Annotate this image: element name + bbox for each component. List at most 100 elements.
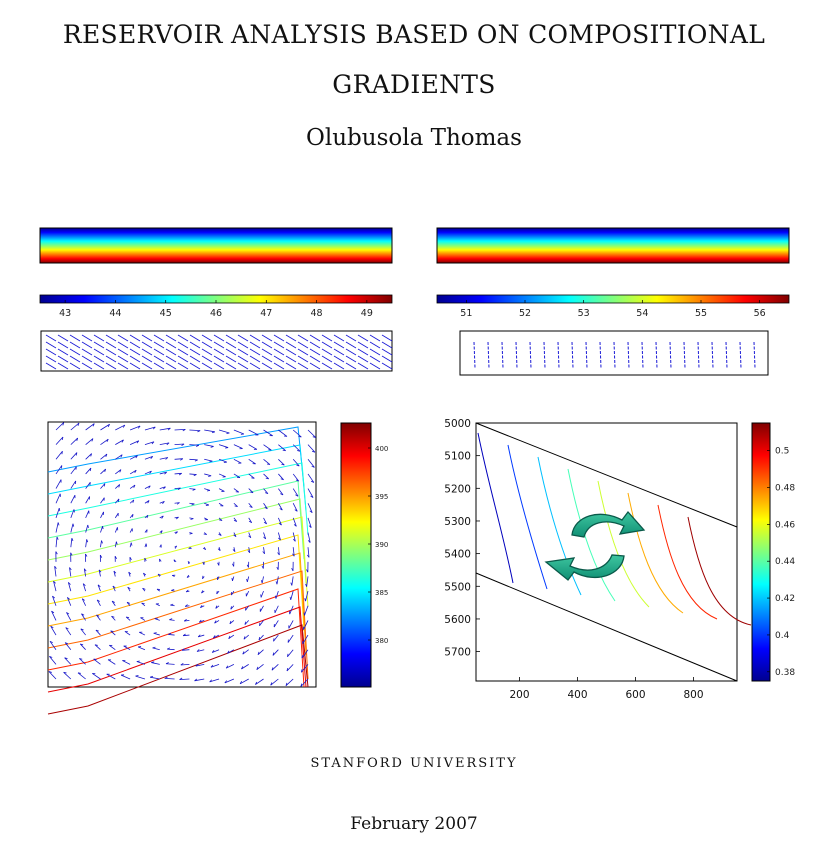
quiver-arrowhead: [293, 524, 297, 527]
quiver-arrowhead: [248, 520, 252, 524]
quiver-arrowhead: [260, 580, 263, 584]
strip-arrow: [117, 355, 129, 363]
quiver-arrow: [70, 509, 75, 519]
strip-arrow: [249, 355, 261, 363]
quiver-arrow: [307, 459, 315, 468]
quiver-arrowhead: [292, 553, 295, 557]
right-horizontal-colorbar: [436, 294, 790, 304]
x-tick-label: 200: [509, 689, 529, 701]
right-quiver-strip: [459, 330, 769, 376]
quiver-arrow: [144, 485, 151, 489]
quiver-arrow: [212, 649, 220, 653]
quiver-arrow: [151, 662, 160, 665]
strip-arrow: [141, 341, 153, 349]
strip-arrow: [93, 355, 105, 363]
right-colorbar-tick-label: 51: [460, 308, 472, 319]
quiver-arrowhead: [83, 568, 87, 572]
quiver-arrowhead: [231, 577, 233, 581]
quiver-arrowhead: [142, 587, 146, 590]
strip-arrow: [285, 355, 297, 363]
quiver-arrow: [135, 675, 146, 680]
quiver-arrowhead: [198, 619, 202, 623]
quiver-arrow: [263, 458, 271, 465]
strip-arrow: [81, 334, 93, 342]
quiver-arrowhead: [67, 597, 70, 600]
quiver-arrowhead: [72, 523, 75, 527]
strip-arrow: [237, 334, 249, 342]
quiver-arrow: [248, 473, 255, 479]
quiver-arrow: [55, 479, 62, 489]
quiver-arrow: [307, 488, 314, 498]
quiver-arrowhead: [312, 436, 316, 438]
strip-arrow: [213, 362, 225, 370]
strip-arrow: [297, 355, 309, 363]
quiver-arrowhead: [257, 651, 260, 655]
strip-arrow: [273, 355, 285, 363]
quiver-arrowhead: [261, 565, 264, 569]
strip-arrow: [129, 355, 141, 363]
quiver-arrow: [48, 671, 57, 680]
quiver-arrow: [100, 453, 108, 460]
quiver-arrow: [239, 678, 249, 685]
strip-arrow: [237, 341, 249, 349]
quiver-arrowhead: [311, 465, 315, 468]
quiver-arrow: [66, 612, 72, 621]
quiver-arrow: [229, 620, 235, 625]
quiver-arrow: [82, 583, 87, 592]
quiver-arrowhead: [98, 569, 102, 573]
quiver-arrowhead: [130, 542, 133, 546]
quiver-arrowhead: [63, 671, 67, 674]
quiver-arrow: [241, 664, 249, 670]
quiver-arrow: [95, 629, 101, 636]
quiver-arrow: [97, 584, 101, 592]
strip-arrow: [105, 362, 117, 370]
quiver-arrowhead: [247, 550, 251, 553]
quiver-arrowhead: [224, 680, 228, 684]
quiver-arrow: [300, 678, 309, 687]
strip-arrow: [297, 348, 309, 356]
quiver-arrow: [159, 427, 171, 431]
quiver-arrow: [159, 442, 170, 446]
right-vertical-colorbar: [751, 422, 771, 682]
contour-line: [567, 468, 616, 602]
y-tick-label: 5000: [444, 418, 471, 430]
quiver-arrow: [218, 444, 229, 448]
quiver-arrow: [233, 473, 241, 478]
quiver-arrow: [80, 628, 86, 636]
quiver-arrow: [154, 618, 160, 621]
quiver-arrow: [64, 642, 72, 650]
quiver-arrow: [52, 595, 57, 606]
quiver-arrowhead: [141, 602, 145, 605]
quiver-arrowhead: [263, 521, 267, 525]
strip-arrow: [81, 341, 93, 349]
strip-arrow: [273, 341, 285, 349]
strip-arrow: [381, 355, 393, 363]
strip-arrow: [189, 334, 201, 342]
quiver-arrowhead: [242, 651, 245, 655]
author-name: Olubusola Thomas: [306, 125, 522, 151]
quiver-arrow: [70, 437, 78, 445]
quiver-arrow: [272, 649, 279, 656]
quiver-arrowhead: [96, 599, 100, 602]
quiver-arrowhead: [132, 499, 135, 503]
strip-arrow: [105, 348, 117, 356]
quiver-arrow: [292, 429, 302, 438]
quiver-arrowhead: [233, 534, 237, 537]
quiver-arrowhead: [201, 590, 204, 594]
quiver-arrowhead: [195, 663, 199, 667]
quiver-arrow: [292, 488, 299, 497]
quiver-arrowhead: [132, 514, 134, 518]
quiver-arrow: [129, 455, 138, 460]
quiver-arrowhead: [145, 543, 148, 547]
quiver-arrowhead: [53, 580, 56, 584]
strip-arrow: [381, 334, 393, 342]
quiver-arrow: [213, 634, 220, 639]
quiver-arrow: [307, 444, 316, 453]
quiver-arrowhead: [179, 677, 183, 680]
quiver-arrowhead: [113, 570, 117, 574]
quiver-arrow: [144, 441, 155, 446]
quiver-arrow: [227, 649, 235, 654]
quiver-arrowhead: [276, 566, 279, 570]
quiver-arrow: [65, 627, 72, 636]
quiver-arrowhead: [293, 538, 296, 542]
